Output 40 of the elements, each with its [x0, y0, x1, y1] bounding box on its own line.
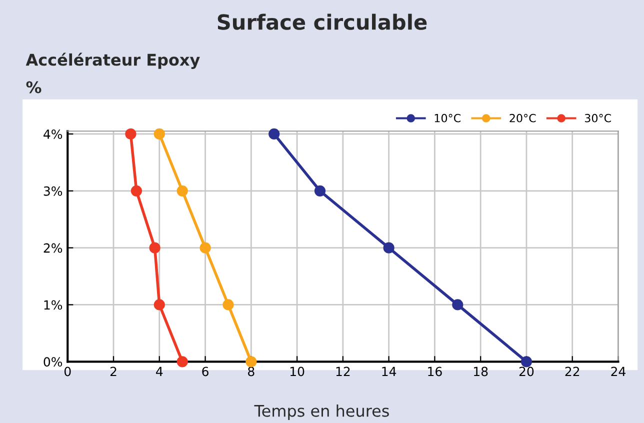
- point: [268, 128, 280, 140]
- point: [452, 299, 464, 310]
- point: [149, 242, 160, 254]
- y-tick-label: 3%: [44, 186, 62, 196]
- point: [125, 128, 136, 140]
- x-tick-label: 16: [428, 366, 442, 376]
- point: [154, 299, 165, 310]
- x-tick-label: 4: [156, 366, 163, 376]
- x-tick-label: 14: [382, 366, 396, 376]
- x-tick-label: 0: [64, 366, 71, 376]
- x-tick-label: 18: [474, 366, 488, 376]
- point: [200, 242, 211, 254]
- y-axis-title: %: [26, 81, 42, 94]
- point: [246, 356, 257, 368]
- point: [520, 356, 532, 368]
- x-axis-title: Temps en heures: [254, 404, 389, 420]
- x-tick-label: 22: [565, 366, 580, 376]
- y-tick-label: 0%: [44, 357, 62, 367]
- legend-label: 30°C: [584, 114, 611, 122]
- x-tick-label: 12: [336, 366, 350, 376]
- y-tick-label: 1%: [44, 300, 62, 310]
- point: [130, 185, 142, 196]
- x-tick-label: 6: [202, 366, 208, 376]
- x-tick-label: 8: [248, 366, 254, 376]
- chart-subtitle: Accélérateur Epoxy: [26, 52, 200, 70]
- point: [154, 128, 165, 140]
- x-tick-label: 2: [110, 366, 116, 376]
- legend-label: 10°C: [434, 114, 461, 122]
- point: [176, 356, 188, 368]
- point: [383, 242, 394, 254]
- point: [314, 185, 326, 196]
- x-tick-label: 20: [519, 366, 534, 376]
- chart-title: Surface circulable: [218, 14, 427, 30]
- y-tick-label: 4%: [44, 129, 62, 139]
- y-tick-label: 2%: [44, 243, 62, 253]
- x-tick-label: 10: [290, 366, 304, 376]
- point: [176, 185, 188, 196]
- legend-label: 20°C: [510, 114, 536, 122]
- point: [222, 299, 234, 310]
- x-tick-label: 24: [611, 366, 626, 376]
